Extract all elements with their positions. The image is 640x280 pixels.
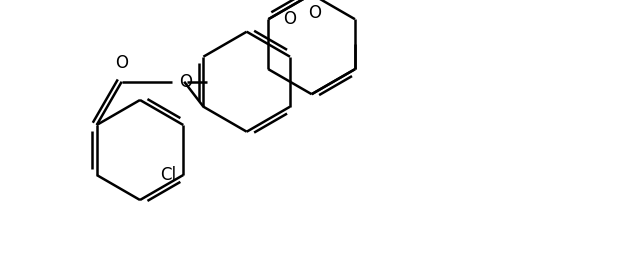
Text: O: O bbox=[179, 73, 192, 91]
Text: O: O bbox=[115, 54, 128, 72]
Text: O: O bbox=[308, 4, 321, 22]
Text: Cl: Cl bbox=[159, 166, 176, 184]
Text: O: O bbox=[284, 10, 296, 28]
